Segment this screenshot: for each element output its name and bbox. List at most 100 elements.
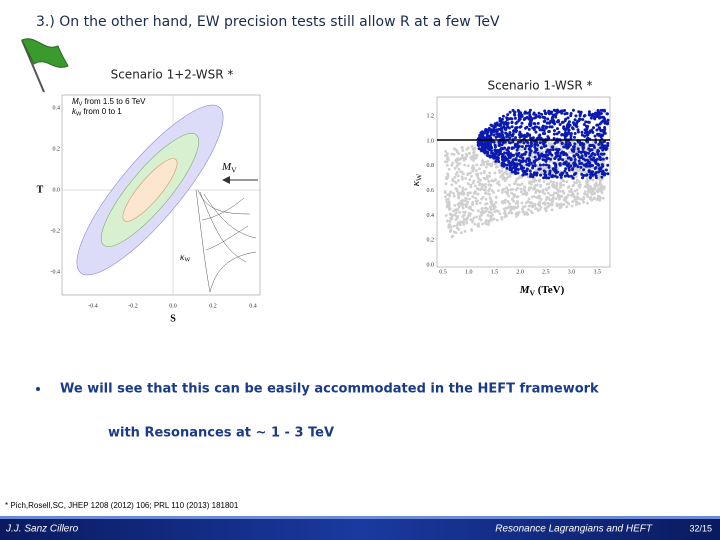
- scatter-point: [485, 174, 489, 178]
- scatter-point: [519, 190, 523, 194]
- scatter-point: [486, 143, 490, 147]
- scatter-point: [501, 174, 505, 178]
- scatter-point: [582, 173, 586, 177]
- scatter-point: [469, 228, 473, 231]
- scatter-point: [530, 155, 534, 159]
- scatter-point: [533, 143, 537, 147]
- scatter-point: [606, 172, 610, 176]
- scatter-point: [460, 153, 464, 157]
- scatter-point: [507, 141, 511, 145]
- scatter-point: [514, 121, 518, 125]
- scatter-point: [541, 167, 545, 171]
- scatter-point: [524, 159, 528, 163]
- scatter-point: [584, 151, 588, 155]
- scatter-point: [555, 109, 559, 113]
- scatter-point: [451, 234, 455, 238]
- scatter-point: [477, 209, 480, 213]
- scatter-point: [580, 141, 584, 145]
- scatter-point: [471, 156, 475, 160]
- scatter-point: [600, 143, 604, 147]
- scatter-point: [521, 192, 525, 196]
- label-text: from 1.5 to 6 TeV: [82, 97, 146, 106]
- scatter-point: [606, 141, 610, 145]
- scatter-point: [524, 150, 528, 154]
- scatter-point: [495, 132, 499, 136]
- scatter-point: [456, 174, 460, 178]
- scatter-point: [522, 163, 525, 167]
- scatter-point: [517, 176, 521, 180]
- scatter-point: [573, 157, 577, 161]
- scatter-point: [591, 164, 595, 168]
- scatter-point: [535, 148, 539, 152]
- scatter-point: [525, 125, 529, 129]
- scatter-point: [592, 197, 596, 201]
- scatter-point: [564, 117, 568, 121]
- scatter-point: [446, 174, 450, 178]
- scatter-point: [484, 219, 488, 222]
- scatter-point: [585, 177, 589, 181]
- scatter-point: [488, 187, 492, 191]
- scatter-point: [464, 176, 468, 180]
- scatter-point: [511, 153, 515, 157]
- scatter-point: [492, 125, 496, 129]
- scatter-point: [552, 132, 556, 136]
- scatter-point: [538, 208, 542, 211]
- scatter-point: [569, 134, 573, 138]
- scatter-point: [596, 162, 600, 166]
- subscript: W: [76, 112, 82, 118]
- scatter-point: [538, 200, 542, 204]
- flag-icon: [21, 38, 69, 93]
- scatter-point: [521, 173, 525, 177]
- right-plot: Scenario 1-WSR * 0.5 1.0 1.5 2.0 2.5 3.0 3.5 0.…: [410, 79, 611, 298]
- scatter-point: [558, 123, 562, 127]
- scatter-point: [583, 192, 586, 196]
- scatter-point: [576, 144, 580, 148]
- scatter-point: [517, 151, 521, 155]
- scatter-point: [508, 202, 511, 206]
- scatter-point: [460, 192, 464, 196]
- scatter-point: [455, 164, 459, 168]
- scatter-point: [519, 187, 523, 191]
- scatter-point: [444, 214, 448, 217]
- scatter-point: [488, 171, 492, 175]
- scatter-point: [523, 111, 527, 115]
- scatter-point: [547, 142, 551, 146]
- scatter-point: [499, 122, 503, 126]
- scatter-point: [537, 157, 541, 161]
- scatter-point: [489, 216, 493, 220]
- scatter-point: [497, 180, 500, 184]
- scatter-point: [493, 148, 497, 152]
- scatter-point: [507, 146, 511, 150]
- scatter-point: [541, 188, 545, 192]
- scatter-point: [572, 194, 576, 198]
- math-label: κW: [410, 173, 424, 186]
- scatter-point: [543, 207, 547, 210]
- scatter-point: [554, 112, 558, 116]
- scatter-point: [598, 169, 602, 173]
- scatter-point: [569, 188, 573, 192]
- scatter-point: [525, 193, 528, 197]
- scatter-point: [484, 141, 488, 145]
- scatter-point: [505, 116, 509, 120]
- scatter-point: [478, 167, 481, 171]
- scatter-point: [531, 175, 535, 179]
- scatter-point: [572, 173, 576, 177]
- scatter-point: [448, 220, 452, 223]
- scatter-point: [471, 164, 475, 168]
- scatter-point: [514, 136, 518, 140]
- scatter-point: [470, 174, 473, 178]
- scatter-point: [465, 147, 469, 151]
- scatter-point: [479, 163, 483, 167]
- scatter-point: [565, 205, 569, 209]
- scatter-point: [563, 196, 567, 200]
- scatter-point: [505, 186, 509, 190]
- scatter-point: [532, 111, 536, 115]
- scatter-point: [556, 148, 560, 152]
- scatter-point: [569, 114, 573, 118]
- scatter-point: [527, 157, 531, 161]
- math-label: MV (TeV): [519, 284, 565, 298]
- scatter-point: [559, 189, 562, 193]
- scatter-point: [580, 130, 584, 134]
- scatter-point: [496, 209, 500, 213]
- scatter-point: [565, 180, 569, 184]
